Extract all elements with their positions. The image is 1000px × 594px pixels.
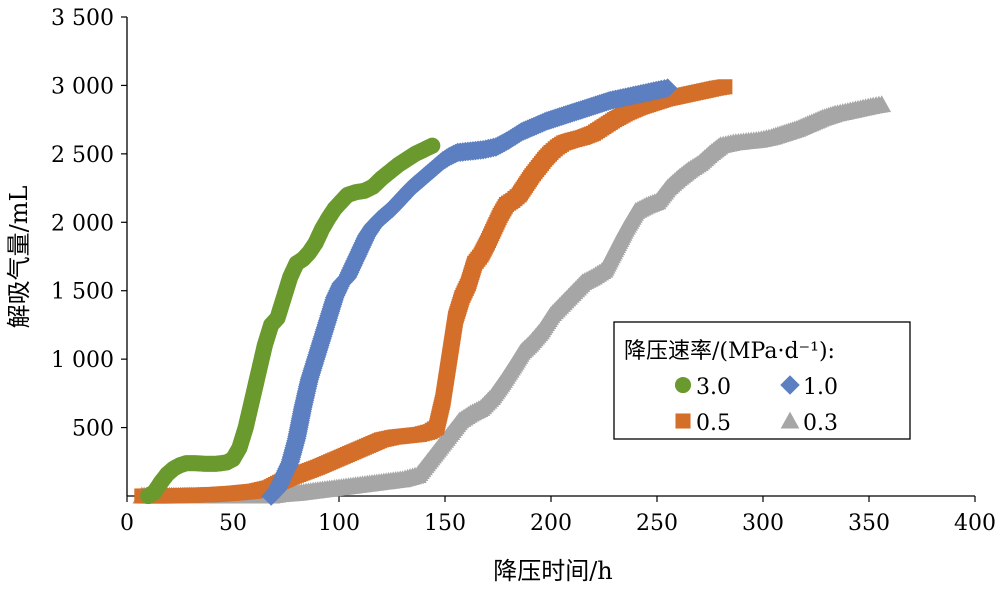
data-point (872, 95, 892, 113)
y-tick-label: 3 500 (51, 6, 114, 31)
x-tick-label: 300 (742, 511, 784, 536)
y-tick-label: 3 000 (51, 74, 114, 99)
data-point (657, 78, 678, 98)
y-axis-title: 解吸气量/mL (5, 186, 33, 329)
series-1.0 (261, 78, 678, 506)
x-axis-title: 降压时间/h (493, 557, 613, 585)
x-tick-label: 350 (848, 511, 890, 536)
axes: 0 50 100 150 200 250 300 350 400 500 1 000 1 500 2 0… (51, 6, 996, 536)
data-marks (132, 78, 892, 506)
x-tick-label: 0 (120, 511, 134, 536)
data-point (717, 79, 733, 95)
x-tick-label: 50 (219, 511, 247, 536)
x-tick-label: 250 (636, 511, 678, 536)
legend: 降压速率/(MPa·d⁻¹): 3.0 1.0 0.5 0.3 (613, 321, 911, 440)
legend-marker-0.3 (780, 411, 800, 429)
legend-label: 0.5 (696, 411, 731, 436)
legend-box (613, 321, 911, 440)
legend-label: 3.0 (696, 375, 731, 400)
data-point (424, 137, 441, 154)
y-tick-label: 2 000 (51, 211, 114, 236)
x-tick-label: 400 (954, 511, 996, 536)
series-3.0 (140, 137, 441, 505)
legend-marker-0.5 (675, 413, 691, 429)
x-tick-label: 200 (530, 511, 572, 536)
legend-label: 1.0 (803, 375, 838, 400)
legend-title: 降压速率/(MPa·d⁻¹): (624, 339, 835, 364)
y-tick-label: 2 500 (51, 143, 114, 168)
y-tick-label: 1 500 (51, 280, 114, 305)
x-tick-label: 150 (424, 511, 466, 536)
y-tick-label: 1 000 (51, 348, 114, 373)
legend-label: 0.3 (803, 411, 838, 436)
y-tick-label: 500 (72, 417, 114, 442)
legend-marker-1.0 (780, 375, 800, 395)
x-tick-label: 100 (318, 511, 360, 536)
legend-marker-3.0 (674, 376, 692, 394)
